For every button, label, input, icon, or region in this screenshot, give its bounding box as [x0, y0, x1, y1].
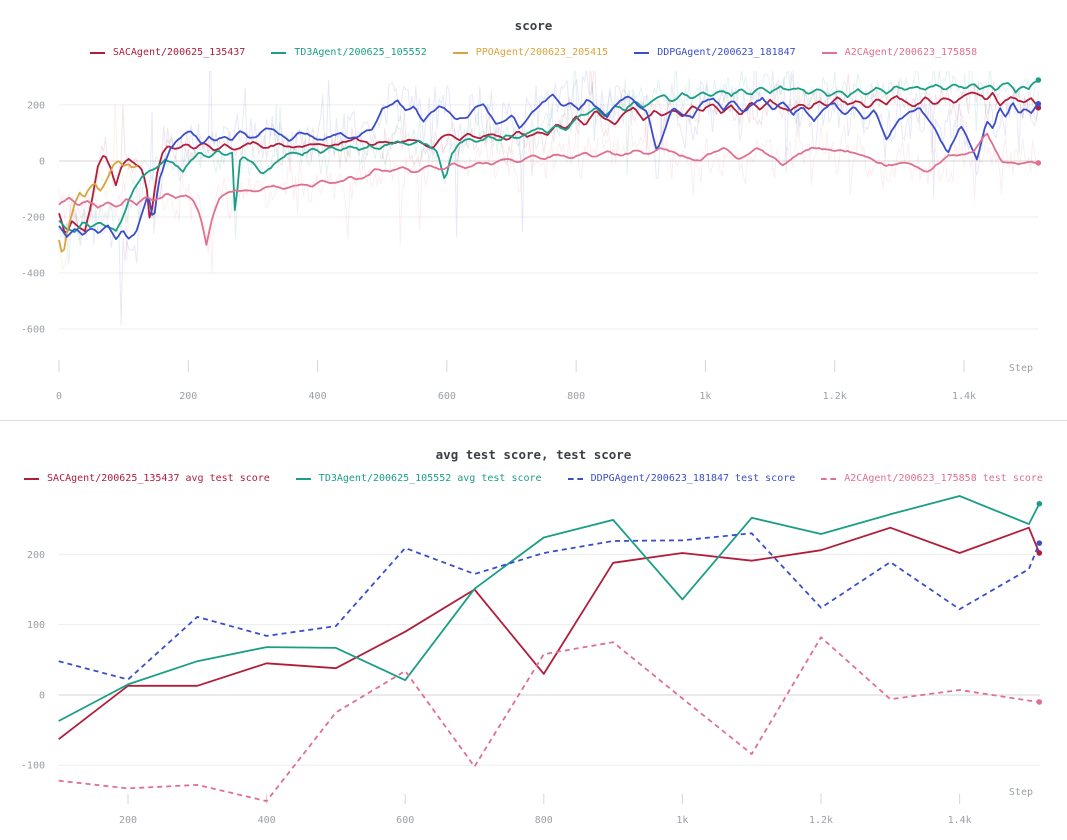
- x-tick-label: 600: [396, 815, 414, 826]
- score-plot[interactable]: 200 0 -200 -400 -600 0 200 400 600 800 1k 1.2k 1.4k S…: [0, 0, 1067, 420]
- series-line-A2CAgent/200623_175858[interactable]: [58, 132, 1039, 246]
- step-axis-label: Step: [1009, 787, 1033, 798]
- legend-item-A2CAgent/200623_175858 test score[interactable]: A2CAgent/200623_175858 test score: [821, 473, 1043, 484]
- test-score-chart-legend: SACAgent/200625_135437 avg test score TD3…: [0, 473, 1067, 484]
- series-line-TD3Agent/200625_105552 avg test score[interactable]: [58, 495, 1041, 722]
- x-tick-label: 400: [258, 815, 276, 826]
- x-tick-label: 200: [179, 391, 197, 402]
- legend-item-PPOAgent/200623_205415[interactable]: PPOAgent/200623_205415: [452, 47, 609, 58]
- legend-swatch-icon: [634, 51, 650, 54]
- series-line-A2CAgent/200623_175858 test score[interactable]: [58, 636, 1040, 803]
- y-tick-label: 0: [39, 156, 45, 167]
- legend-item-SACAgent/200625_135437 avg test score[interactable]: SACAgent/200625_135437 avg test score: [24, 473, 270, 484]
- y-tick-label: 100: [27, 620, 45, 631]
- legend-label: PPOAgent/200623_205415: [475, 47, 609, 58]
- legend-label: DDPGAgent/200623_181847: [657, 47, 796, 58]
- x-tick-label: 1.2k: [809, 815, 833, 826]
- x-tick-label: 1.4k: [952, 391, 976, 402]
- x-tick-label: 1k: [699, 391, 711, 402]
- legend-swatch-icon: [821, 51, 837, 54]
- legend-item-SACAgent/200625_135437[interactable]: SACAgent/200625_135437: [89, 47, 246, 58]
- series-line-PPOAgent/200623_205415[interactable]: [58, 160, 138, 253]
- legend-item-DDPGAgent/200623_181847 test score[interactable]: DDPGAgent/200623_181847 test score: [567, 473, 796, 484]
- legend-swatch-icon: [821, 477, 837, 480]
- legend-label: SACAgent/200625_135437: [112, 47, 246, 58]
- series-line-TD3Agent/200625_105552[interactable]: [58, 79, 1039, 233]
- legend-swatch-icon: [452, 51, 468, 54]
- x-tick-label: 800: [567, 391, 585, 402]
- y-tick-label: 200: [27, 100, 45, 111]
- legend-item-TD3Agent/200625_105552 avg test score[interactable]: TD3Agent/200625_105552 avg test score: [295, 473, 542, 484]
- legend-label: A2CAgent/200623_175858: [844, 47, 978, 58]
- series-end-dot-A2CAgent/200623_175858 test score: [1036, 699, 1043, 705]
- legend-label: TD3Agent/200625_105552 avg test score: [318, 473, 542, 484]
- x-tick-label: 1.2k: [823, 391, 847, 402]
- y-tick-label: 0: [39, 690, 45, 701]
- test-score-plot[interactable]: 200 100 0 -100 200 400 600 800 1k 1.2k 1.4k Step: [0, 421, 1067, 840]
- score-chart-section: score SACAgent/200625_135437 TD3Agent/200…: [0, 0, 1067, 420]
- series-end-dot-DDPGAgent/200623_181847: [1035, 101, 1042, 107]
- legend-label: A2CAgent/200623_175858 test score: [844, 473, 1043, 484]
- legend-swatch-icon: [295, 477, 311, 480]
- x-tick-label: 800: [535, 815, 553, 826]
- step-axis-label: Step: [1009, 363, 1033, 374]
- legend-item-TD3Agent/200625_105552[interactable]: TD3Agent/200625_105552: [271, 47, 427, 58]
- series-end-dot-TD3Agent/200625_105552 avg test score: [1036, 500, 1043, 507]
- y-tick-label: 200: [27, 550, 45, 561]
- score-chart-legend: SACAgent/200625_135437 TD3Agent/200625_10…: [0, 47, 1067, 58]
- y-tick-label: -400: [21, 269, 45, 280]
- x-tick-label: 1k: [676, 815, 688, 826]
- raw-series-PPOAgent/200623_205415: [58, 103, 138, 272]
- legend-label: TD3Agent/200625_105552: [294, 47, 427, 58]
- legend-swatch-icon: [271, 51, 287, 54]
- legend-swatch-icon: [24, 477, 40, 480]
- x-tick-label: 200: [119, 815, 137, 826]
- legend-swatch-icon: [567, 477, 583, 480]
- series-end-dot-TD3Agent/200625_105552: [1035, 77, 1042, 83]
- y-tick-label: -600: [21, 325, 45, 336]
- series-line-SACAgent/200625_135437[interactable]: [58, 91, 1040, 234]
- legend-item-DDPGAgent/200623_181847[interactable]: DDPGAgent/200623_181847: [634, 47, 796, 58]
- legend-label: DDPGAgent/200623_181847 test score: [590, 473, 796, 484]
- series-end-dot-SACAgent/200625_135437: [1035, 104, 1042, 111]
- series-line-SACAgent/200625_135437 avg test score[interactable]: [58, 526, 1041, 740]
- series-line-DDPGAgent/200623_181847[interactable]: [58, 93, 1039, 241]
- series-end-dot-A2CAgent/200623_175858: [1035, 160, 1042, 166]
- raw-series-SACAgent/200625_135437: [58, 71, 1039, 241]
- legend-swatch-icon: [89, 51, 105, 54]
- raw-series-DDPGAgent/200623_181847: [58, 71, 1039, 326]
- legend-item-A2CAgent/200623_175858[interactable]: A2CAgent/200623_175858: [821, 47, 978, 58]
- test-score-chart-section: avg test score, test score SACAgent/2006…: [0, 420, 1067, 840]
- score-chart-title: score: [514, 18, 553, 33]
- legend-label: SACAgent/200625_135437 avg test score: [47, 473, 270, 484]
- test-score-chart-title: avg test score, test score: [435, 447, 632, 462]
- series-end-dot-DDPGAgent/200623_181847 test score: [1036, 540, 1043, 546]
- x-tick-label: 1.4k: [948, 815, 972, 826]
- x-tick-label: 0: [56, 391, 62, 402]
- y-tick-label: -200: [21, 212, 45, 223]
- series-line-DDPGAgent/200623_181847 test score[interactable]: [58, 532, 1041, 681]
- series-end-dot-SACAgent/200625_135437 avg test score: [1036, 550, 1043, 556]
- x-tick-label: 400: [309, 391, 327, 402]
- y-tick-label: -100: [21, 761, 45, 772]
- x-tick-label: 600: [438, 391, 456, 402]
